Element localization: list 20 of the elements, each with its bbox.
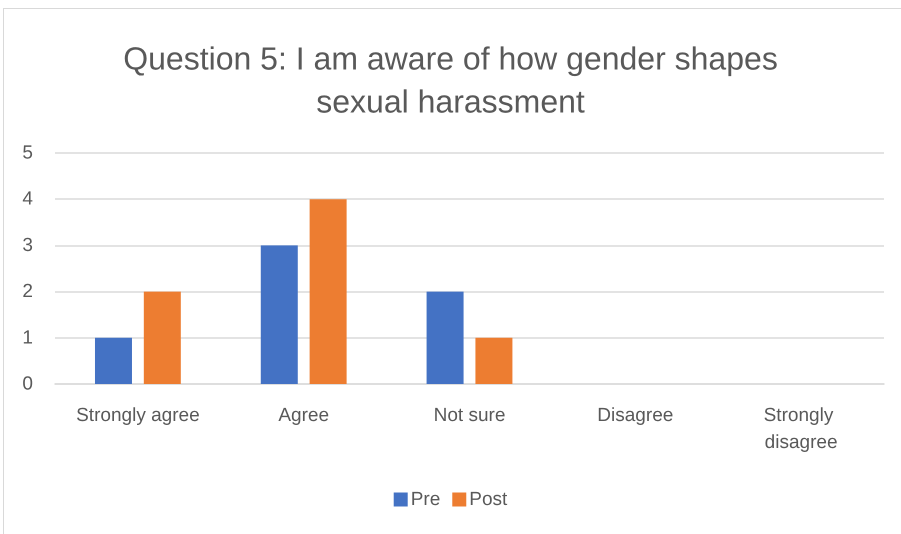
- y-tick-label: 1: [22, 327, 33, 348]
- x-tick-label: Disagree: [597, 405, 674, 426]
- y-tick-label: 4: [22, 188, 34, 210]
- bar: [144, 292, 181, 384]
- x-tick-label: Strongly agree: [76, 405, 200, 426]
- bar: [94, 338, 132, 384]
- legend-label: Post: [469, 489, 508, 510]
- chart-title: Question 5: I am aware of how gender shapes sexual harassment: [123, 40, 778, 120]
- bar: [260, 245, 298, 384]
- y-tick-label: 3: [22, 234, 33, 256]
- x-tick-label: Not sure: [434, 405, 506, 426]
- y-tick-label: 5: [22, 142, 33, 164]
- legend-label: Pre: [410, 489, 440, 510]
- bar: [310, 199, 347, 384]
- x-tick-label: Agree: [278, 405, 330, 426]
- y-tick-label: 2: [22, 281, 33, 302]
- bar: [426, 292, 464, 384]
- x-tick-label: Strongly disagree: [764, 405, 839, 453]
- y-tick-label: 0: [22, 374, 33, 394]
- bar: [475, 338, 512, 384]
